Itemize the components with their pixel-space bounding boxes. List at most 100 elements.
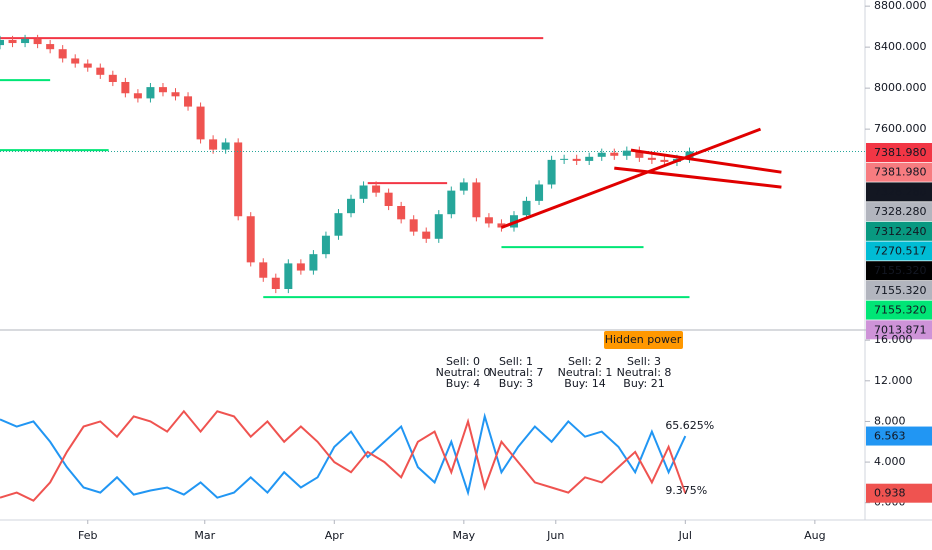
candle-body <box>171 92 180 97</box>
candle-body <box>259 262 268 278</box>
candle-body <box>133 93 142 99</box>
price-tag-label: 7155.320 <box>874 304 927 317</box>
end-label: 9.375% <box>665 484 707 497</box>
x-tick-label: Jul <box>678 529 692 542</box>
candle-body <box>622 150 631 156</box>
candle-body <box>597 152 606 157</box>
candle-body <box>647 157 656 160</box>
price-tag-label: 7381.980 <box>874 166 927 179</box>
y-tick-label: 7600.000 <box>874 122 927 135</box>
price-tag <box>866 300 932 320</box>
x-tick-label: May <box>452 529 475 542</box>
candle-body <box>96 67 105 75</box>
candle-body <box>409 219 418 232</box>
x-tick-label: Mar <box>194 529 215 542</box>
candle-body <box>108 74 117 82</box>
candle-body <box>610 152 619 156</box>
signal-neutral: Neutral: 0 <box>436 366 491 379</box>
candle-body <box>46 44 55 50</box>
price-tag <box>866 261 932 281</box>
candle-body <box>447 190 456 215</box>
candle-body <box>284 263 293 290</box>
candle-body <box>296 263 305 271</box>
value-tag-label: 0.938 <box>874 487 906 500</box>
y-tick-label: 12.000 <box>874 374 913 387</box>
candle-body <box>359 185 368 199</box>
candle-body <box>372 185 381 193</box>
signal-neutral: Neutral: 7 <box>489 366 544 379</box>
candle-body <box>660 159 669 162</box>
price-tag-label: 7328.280 <box>874 185 927 198</box>
candle-body <box>635 150 644 158</box>
candle-body <box>0 39 4 46</box>
x-tick-label: Jun <box>546 529 564 542</box>
candle-body <box>196 106 205 140</box>
trend-line <box>614 166 782 189</box>
price-tag <box>866 143 932 162</box>
candle-body <box>33 38 42 45</box>
candle-body <box>8 39 17 44</box>
candle-body <box>21 38 30 44</box>
trend-line <box>630 148 782 174</box>
signal-neutral: Neutral: 1 <box>558 366 613 379</box>
price-tag-label: 7381.980 <box>874 146 927 159</box>
price-tag-label: 7270.517 <box>874 245 927 258</box>
candle-body <box>572 158 581 161</box>
value-tag <box>866 426 932 446</box>
value-tag-label: 6.563 <box>874 430 906 443</box>
candle-body <box>184 96 193 107</box>
candle-body <box>83 63 92 68</box>
value-tag <box>866 483 932 503</box>
candle-body <box>347 198 356 214</box>
candle-body <box>484 217 493 224</box>
candle-body <box>434 214 443 239</box>
y-tick-label: 8.000 <box>874 414 906 427</box>
candle-body <box>271 277 280 290</box>
candle-body <box>422 231 431 239</box>
oscillator-line <box>0 409 687 502</box>
price-tag <box>866 221 932 241</box>
badge-box <box>604 331 683 349</box>
candle-body <box>221 142 230 150</box>
y-tick-label: 8800.000 <box>874 0 927 12</box>
candle-body <box>560 158 569 160</box>
y-tick-label: 8400.000 <box>874 40 927 53</box>
candle-body <box>334 213 343 236</box>
signal-sell: Sell: 1 <box>499 355 533 368</box>
candle-body <box>459 182 468 191</box>
signal-sell: Sell: 2 <box>568 355 602 368</box>
x-tick-label: Aug <box>804 529 825 542</box>
candle-body <box>384 192 393 206</box>
candle-body <box>121 81 130 94</box>
price-tag <box>866 202 932 222</box>
candle-body <box>321 235 330 255</box>
candle-body <box>234 142 243 217</box>
candle-body <box>522 200 531 216</box>
candle-body <box>397 205 406 220</box>
candle-body <box>585 156 594 161</box>
signal-sell: Sell: 0 <box>446 355 480 368</box>
candle-body <box>535 184 544 201</box>
price-tag-label: 7155.320 <box>874 264 927 277</box>
candle-body <box>158 87 167 93</box>
x-tick-label: Feb <box>78 529 97 542</box>
badge-text: Hidden power <box>605 333 682 346</box>
price-tag-label: 7013.871 <box>874 323 927 336</box>
candle-body <box>209 139 218 150</box>
price-tag <box>866 320 932 340</box>
y-tick-label: 8000.000 <box>874 81 927 94</box>
candle-body <box>71 58 80 64</box>
candle-body <box>58 49 67 59</box>
x-tick-label: Apr <box>325 529 345 542</box>
y-tick-label: 4.000 <box>874 455 906 468</box>
signal-sell: Sell: 3 <box>627 355 661 368</box>
price-tag <box>866 280 932 300</box>
candle-body <box>472 182 481 218</box>
candle-body <box>146 87 155 99</box>
end-label: 65.625% <box>665 419 714 432</box>
y-tick-label: 16.000 <box>874 333 913 346</box>
signal-buy: Buy: 14 <box>564 377 605 390</box>
candle-body <box>547 159 556 185</box>
price-tag-label: 7312.240 <box>874 225 927 238</box>
